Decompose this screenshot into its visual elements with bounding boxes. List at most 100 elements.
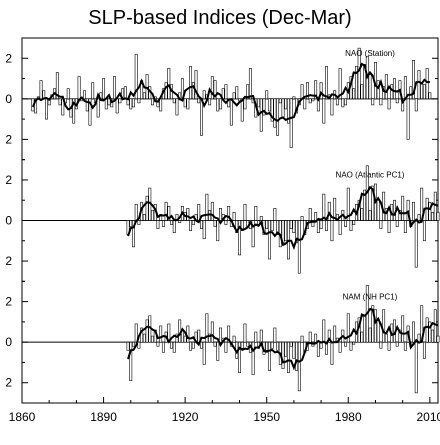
bar — [248, 68, 252, 100]
bar — [316, 341, 320, 357]
bar — [384, 333, 388, 343]
bar — [112, 76, 116, 100]
bar — [289, 98, 293, 148]
bar — [431, 212, 435, 221]
bar — [219, 208, 222, 221]
bar — [227, 206, 231, 221]
bar — [243, 323, 247, 343]
bar — [295, 220, 299, 244]
x-tick-label: 2010 — [416, 410, 440, 424]
bar — [352, 220, 356, 225]
bar — [360, 84, 364, 100]
bar — [393, 78, 396, 100]
bar — [387, 220, 391, 233]
bar — [403, 341, 407, 351]
bar — [428, 321, 432, 343]
bar — [311, 98, 315, 102]
bar — [357, 47, 361, 100]
bar — [376, 80, 380, 100]
bar — [273, 98, 277, 128]
bar — [368, 210, 372, 221]
bar — [164, 82, 168, 100]
bar — [189, 341, 193, 351]
bar — [428, 201, 432, 221]
bar — [132, 341, 135, 347]
bar — [338, 68, 342, 100]
bar — [354, 66, 358, 100]
bar — [319, 220, 323, 229]
bar — [379, 98, 383, 106]
bar — [398, 329, 402, 343]
bar — [374, 309, 377, 343]
bar — [202, 341, 206, 365]
bar — [216, 341, 220, 361]
bar — [344, 98, 348, 106]
bar — [39, 80, 43, 100]
bar — [161, 341, 165, 353]
y-tick-label: 0 — [5, 92, 12, 106]
bar — [428, 92, 432, 100]
bar — [330, 341, 334, 365]
bar — [77, 76, 81, 100]
bar — [344, 220, 348, 227]
bar — [159, 98, 163, 112]
bar — [164, 201, 168, 221]
smoothed-line — [127, 185, 439, 251]
bar — [66, 88, 70, 100]
bar — [322, 319, 326, 343]
bar — [401, 315, 405, 343]
bar — [297, 220, 301, 274]
bar — [371, 305, 375, 343]
bar — [251, 341, 255, 375]
bar — [382, 309, 386, 343]
bar — [200, 341, 203, 349]
bar — [322, 193, 326, 221]
bar — [194, 70, 198, 100]
bar — [414, 220, 418, 268]
bar — [191, 341, 195, 349]
panel-label: NAM (NH PC1) — [343, 292, 398, 301]
bar — [349, 341, 353, 351]
bar — [403, 76, 407, 100]
bar — [422, 341, 426, 359]
bar — [205, 193, 209, 221]
bar — [300, 84, 304, 100]
bar — [265, 341, 269, 353]
bar — [292, 220, 296, 233]
bar — [88, 98, 92, 126]
bar — [45, 98, 48, 120]
bar — [284, 220, 288, 242]
bar — [346, 313, 350, 343]
bar — [270, 98, 274, 122]
x-tick-label: 1890 — [90, 410, 117, 424]
bar — [311, 220, 315, 227]
bar — [202, 90, 206, 100]
bar — [259, 98, 263, 132]
bar — [240, 341, 244, 349]
bar — [240, 98, 244, 122]
bar — [273, 327, 277, 343]
bar — [368, 327, 372, 343]
bar — [414, 341, 418, 394]
bar — [420, 82, 424, 100]
bar — [371, 185, 375, 221]
bar — [270, 341, 274, 349]
bar — [178, 220, 182, 223]
bar — [219, 327, 222, 343]
bar — [129, 98, 133, 110]
bar — [34, 98, 38, 114]
bar — [267, 98, 271, 112]
bar — [395, 341, 399, 347]
bar — [338, 220, 342, 235]
bar — [259, 216, 263, 221]
bar — [102, 78, 106, 100]
bar — [246, 341, 250, 347]
bar — [145, 74, 149, 100]
bar — [363, 189, 367, 221]
bar — [210, 201, 214, 221]
bar — [300, 335, 304, 343]
bar — [129, 220, 133, 227]
bar — [170, 341, 173, 349]
bar — [349, 220, 353, 231]
bar — [227, 325, 231, 343]
